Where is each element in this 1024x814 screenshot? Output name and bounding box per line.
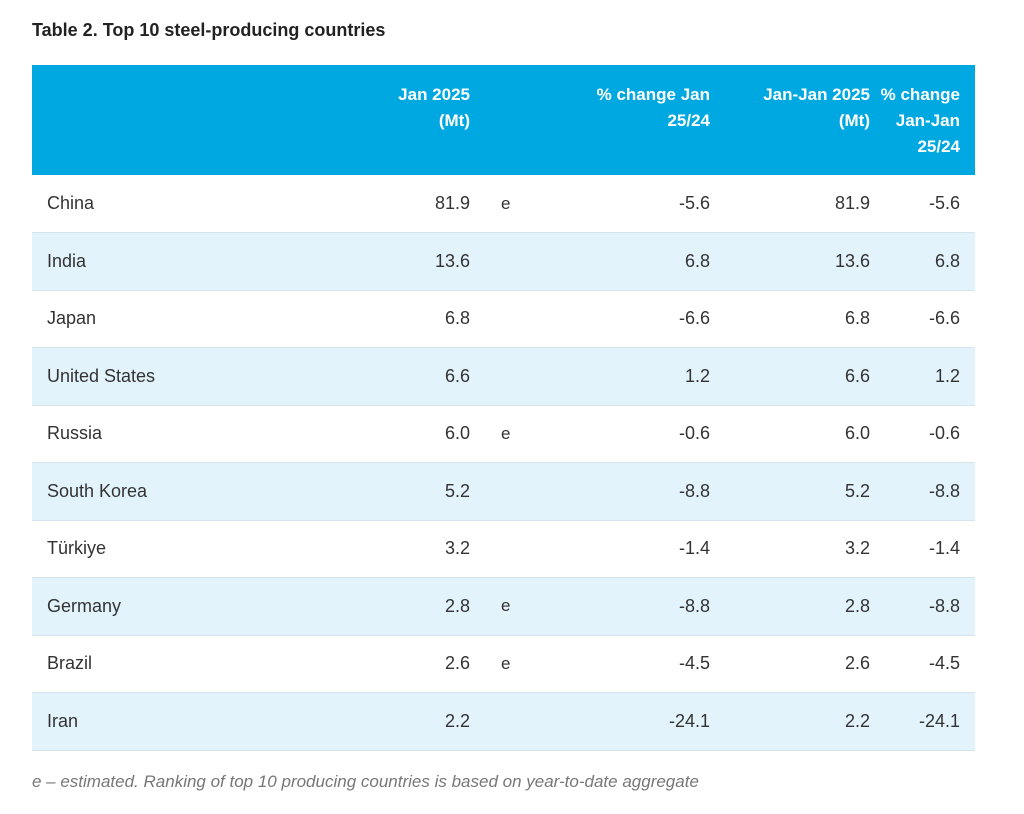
estimate-flag-cell bbox=[470, 290, 530, 348]
country-cell: Brazil bbox=[47, 653, 93, 674]
header-line: Jan-Jan bbox=[895, 111, 960, 130]
table-row: India 13.6 6.8 13.6 6.8 bbox=[32, 232, 975, 291]
jan-mt-cell: 13.6 bbox=[434, 250, 470, 271]
pct-jan-cell: 6.8 bbox=[684, 250, 710, 271]
country-cell: Türkiye bbox=[47, 538, 107, 559]
estimate-flag-cell bbox=[470, 348, 530, 406]
country-cell: Japan bbox=[47, 308, 97, 329]
estimate-flag-cell bbox=[470, 693, 530, 751]
ytd-mt-cell: 3.2 bbox=[844, 538, 870, 559]
jan-mt-cell: 6.8 bbox=[444, 308, 470, 329]
estimate-flag-cell bbox=[470, 463, 530, 521]
header-pct-jan: % change Jan 25/24 bbox=[530, 65, 710, 175]
estimate-flag-cell: e bbox=[501, 653, 511, 673]
pct-ytd-cell: -1.4 bbox=[928, 538, 960, 559]
pct-ytd-cell: -0.6 bbox=[928, 423, 960, 444]
ytd-mt-cell: 6.6 bbox=[844, 365, 870, 386]
pct-ytd-cell: -4.5 bbox=[928, 653, 960, 674]
country-cell: China bbox=[47, 193, 95, 213]
table-row: United States 6.6 1.2 6.6 1.2 bbox=[32, 347, 975, 406]
table-footnote: e – estimated. Ranking of top 10 produci… bbox=[32, 772, 699, 791]
table-row: Türkiye 3.2 -1.4 3.2 -1.4 bbox=[32, 520, 975, 578]
pct-ytd-cell: 6.8 bbox=[934, 250, 960, 271]
estimate-flag-cell bbox=[470, 233, 530, 291]
table-title: Table 2. Top 10 steel-producing countrie… bbox=[32, 20, 386, 40]
table-row: Russia 6.0 e -0.6 6.0 -0.6 bbox=[32, 405, 975, 463]
pct-jan-cell: 1.2 bbox=[684, 365, 710, 386]
ytd-mt-cell: 13.6 bbox=[834, 250, 870, 271]
pct-ytd-cell: -8.8 bbox=[928, 480, 960, 501]
header-line: Jan 2025 bbox=[398, 85, 470, 104]
header-row: Jan 2025 (Mt) % change Jan 25/24 Jan-Jan… bbox=[32, 65, 975, 175]
pct-ytd-cell: -6.6 bbox=[928, 308, 960, 329]
header-line: (Mt) bbox=[438, 111, 470, 130]
ytd-mt-cell: 2.8 bbox=[844, 595, 870, 616]
header-jan-mt: Jan 2025 (Mt) bbox=[232, 65, 470, 175]
country-cell: Russia bbox=[47, 423, 103, 444]
header-line: 25/24 bbox=[667, 111, 710, 130]
table-row: Germany 2.8 e -8.8 2.8 -8.8 bbox=[32, 577, 975, 635]
jan-mt-cell: 2.8 bbox=[444, 595, 470, 616]
header-line: 25/24 bbox=[917, 137, 960, 156]
ytd-mt-cell: 6.0 bbox=[844, 423, 870, 444]
country-cell: United States bbox=[47, 365, 156, 386]
pct-jan-cell: -24.1 bbox=[668, 710, 710, 731]
country-cell: South Korea bbox=[47, 480, 148, 501]
header-line: Jan-Jan 2025 bbox=[763, 85, 870, 104]
ytd-mt-cell: 2.2 bbox=[844, 710, 870, 731]
pct-ytd-cell: -5.6 bbox=[928, 193, 960, 213]
header-line: % change Jan bbox=[596, 85, 710, 104]
pct-ytd-cell: -24.1 bbox=[918, 710, 960, 731]
ytd-mt-cell: 5.2 bbox=[844, 480, 870, 501]
table-row: China 81.9 e -5.6 81.9 -5.6 bbox=[32, 175, 975, 233]
jan-mt-cell: 2.6 bbox=[444, 653, 470, 674]
header-pct-ytd: % change Jan-Jan 25/24 bbox=[870, 65, 975, 175]
ytd-mt-cell: 6.8 bbox=[844, 308, 870, 329]
header-flag bbox=[470, 65, 530, 175]
pct-jan-cell: -5.6 bbox=[678, 193, 710, 213]
estimate-flag-cell: e bbox=[501, 193, 511, 213]
estimate-flag-cell bbox=[470, 520, 530, 578]
steel-production-table: Jan 2025 (Mt) % change Jan 25/24 Jan-Jan… bbox=[32, 65, 975, 751]
ytd-mt-cell: 2.6 bbox=[844, 653, 870, 674]
ytd-mt-cell: 81.9 bbox=[834, 193, 870, 213]
pct-jan-cell: -8.8 bbox=[678, 595, 710, 616]
estimate-flag-cell: e bbox=[501, 423, 511, 443]
country-cell: India bbox=[47, 250, 87, 271]
header-line: (Mt) bbox=[838, 111, 870, 130]
pct-jan-cell: -0.6 bbox=[678, 423, 710, 444]
table-row: Japan 6.8 -6.6 6.8 -6.6 bbox=[32, 290, 975, 348]
jan-mt-cell: 6.0 bbox=[444, 423, 470, 444]
table-row: South Korea 5.2 -8.8 5.2 -8.8 bbox=[32, 462, 975, 521]
estimate-flag-cell: e bbox=[501, 596, 511, 616]
pct-jan-cell: -6.6 bbox=[678, 308, 710, 329]
pct-jan-cell: -4.5 bbox=[678, 653, 710, 674]
table-header: Jan 2025 (Mt) % change Jan 25/24 Jan-Jan… bbox=[32, 65, 975, 175]
jan-mt-cell: 3.2 bbox=[444, 538, 470, 559]
table-row: Iran 2.2 -24.1 2.2 -24.1 bbox=[32, 692, 975, 751]
header-ytd-mt: Jan-Jan 2025 (Mt) bbox=[710, 65, 870, 175]
pct-jan-cell: -1.4 bbox=[678, 538, 710, 559]
jan-mt-cell: 6.6 bbox=[444, 365, 470, 386]
jan-mt-cell: 5.2 bbox=[444, 480, 470, 501]
table-row: Brazil 2.6 e -4.5 2.6 -4.5 bbox=[32, 635, 975, 693]
pct-ytd-cell: 1.2 bbox=[934, 365, 960, 386]
header-line: % change bbox=[880, 85, 960, 104]
table-body: China 81.9 e -5.6 81.9 -5.6 India 13.6 6… bbox=[32, 175, 975, 750]
country-cell: Iran bbox=[47, 710, 79, 731]
pct-ytd-cell: -8.8 bbox=[928, 595, 960, 616]
jan-mt-cell: 81.9 bbox=[434, 193, 470, 213]
pct-jan-cell: -8.8 bbox=[678, 480, 710, 501]
country-cell: Germany bbox=[47, 595, 122, 616]
header-country bbox=[32, 65, 232, 175]
jan-mt-cell: 2.2 bbox=[444, 710, 470, 731]
